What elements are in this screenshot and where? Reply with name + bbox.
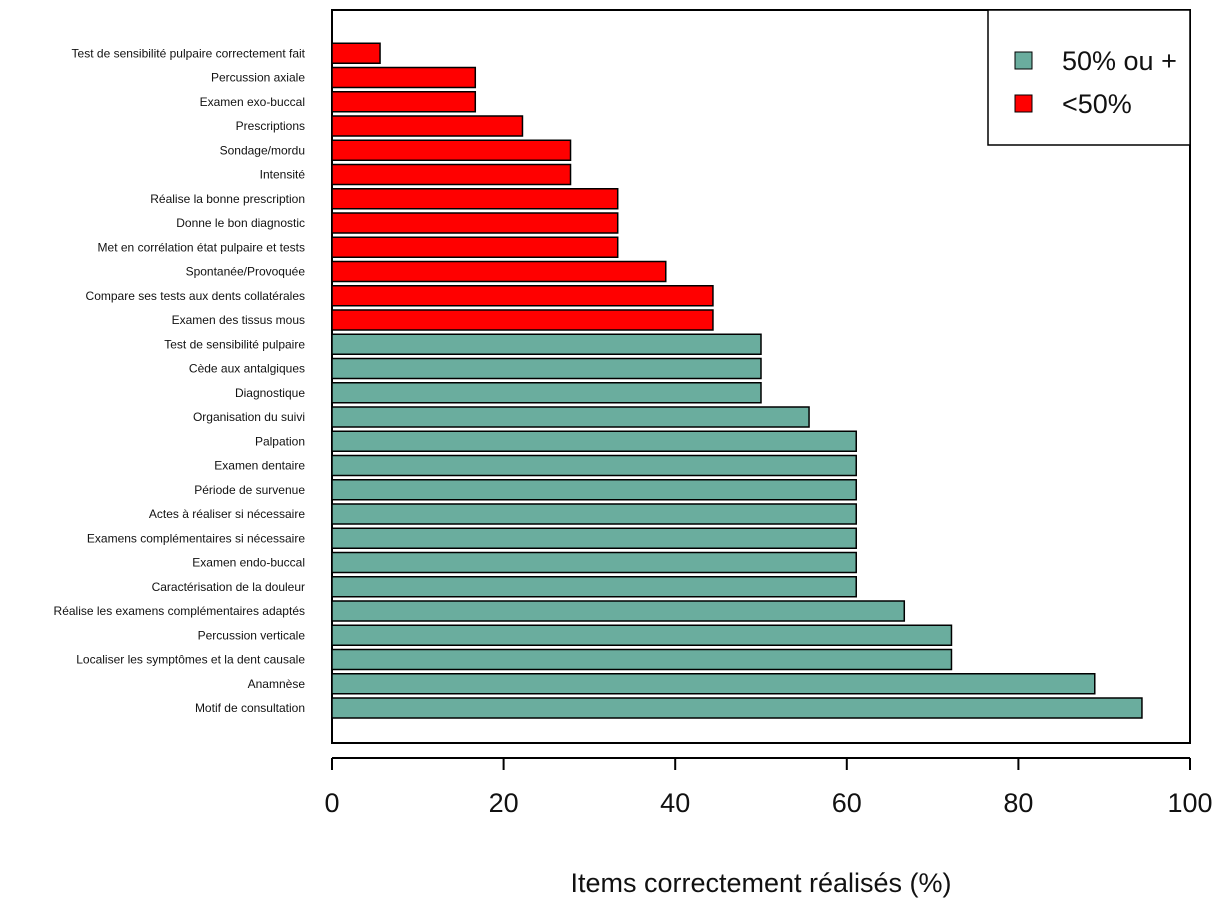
category-label: Examen exo-buccal	[200, 95, 305, 109]
category-label: Palpation	[255, 434, 305, 448]
bar	[331, 697, 1143, 719]
category-label: Examen dentaire	[214, 459, 305, 473]
category-label: Anamnèse	[248, 677, 306, 691]
category-label: Percussion axiale	[211, 71, 305, 85]
bars	[331, 42, 1143, 719]
bar	[331, 479, 857, 501]
category-label: Prescriptions	[236, 119, 305, 133]
x-axis: 0 20 40 60 80 100	[324, 757, 1213, 818]
category-label: Test de sensibilité pulpaire correctemen…	[72, 46, 306, 60]
bar	[331, 139, 572, 161]
category-label: Test de sensibilité pulpaire	[164, 337, 305, 351]
legend-swatch-high	[1014, 51, 1033, 70]
bar	[331, 163, 572, 186]
bar	[331, 260, 667, 283]
category-label: Sondage/mordu	[220, 143, 305, 157]
category-label: Percussion verticale	[198, 628, 306, 642]
bar	[331, 236, 619, 258]
bar	[331, 430, 857, 452]
bar	[331, 624, 953, 646]
category-label: Examen des tissus mous	[172, 313, 305, 327]
bar	[331, 188, 619, 210]
legend-box	[987, 9, 1191, 146]
x-tick-label: 0	[324, 788, 339, 818]
category-label: Réalise les examens complémentaires adap…	[54, 604, 305, 618]
bar	[331, 673, 1096, 695]
legend: 50% ou + <50%	[987, 9, 1191, 146]
legend-swatch-low	[1014, 94, 1033, 113]
bar	[331, 42, 381, 64]
bar	[331, 285, 714, 307]
x-tick-label: 60	[832, 788, 862, 818]
category-label: Actes à réaliser si nécessaire	[149, 507, 305, 521]
bar	[331, 91, 477, 113]
bar	[331, 406, 810, 428]
category-labels: Motif de consultation Anamnèse Localiser l…	[54, 46, 306, 715]
bar	[331, 66, 477, 89]
category-label: Compare ses tests aux dents collatérales	[86, 289, 305, 303]
bar	[331, 454, 857, 477]
bar	[331, 648, 953, 671]
x-tick-label: 100	[1167, 788, 1212, 818]
category-label: Réalise la bonne prescription	[150, 192, 305, 206]
bar	[331, 115, 524, 137]
bar	[331, 212, 619, 234]
bar	[331, 551, 857, 574]
category-label: Localiser les symptômes et la dent causa…	[76, 653, 305, 667]
category-label: Organisation du suivi	[193, 410, 305, 424]
bar	[331, 600, 906, 622]
category-label: Cède aux antalgiques	[189, 362, 305, 376]
category-label: Donne le bon diagnostic	[176, 216, 305, 230]
category-label: Intensité	[260, 168, 306, 182]
bar	[331, 527, 857, 549]
bar	[331, 503, 857, 525]
legend-label-low: <50%	[1062, 89, 1132, 119]
category-label: Diagnostique	[235, 386, 305, 400]
bar	[331, 333, 762, 355]
x-axis-title: Items correctement réalisés (%)	[570, 868, 951, 898]
category-label: Caractérisation de la douleur	[152, 580, 305, 594]
bar	[331, 576, 857, 598]
x-tick-label: 20	[489, 788, 519, 818]
x-tick-label: 80	[1003, 788, 1033, 818]
category-label: Examen endo-buccal	[192, 556, 305, 570]
category-label: Période de survenue	[194, 483, 305, 497]
category-label: Met en corrélation état pulpaire et test…	[98, 240, 305, 254]
legend-label-high: 50% ou +	[1062, 46, 1177, 76]
x-tick-label: 40	[660, 788, 690, 818]
bar	[331, 357, 762, 380]
category-label: Motif de consultation	[195, 701, 305, 715]
bar	[331, 382, 762, 404]
category-label: Spontanée/Provoquée	[186, 265, 306, 279]
category-label: Examens complémentaires si nécessaire	[87, 531, 305, 545]
bar	[331, 309, 714, 331]
